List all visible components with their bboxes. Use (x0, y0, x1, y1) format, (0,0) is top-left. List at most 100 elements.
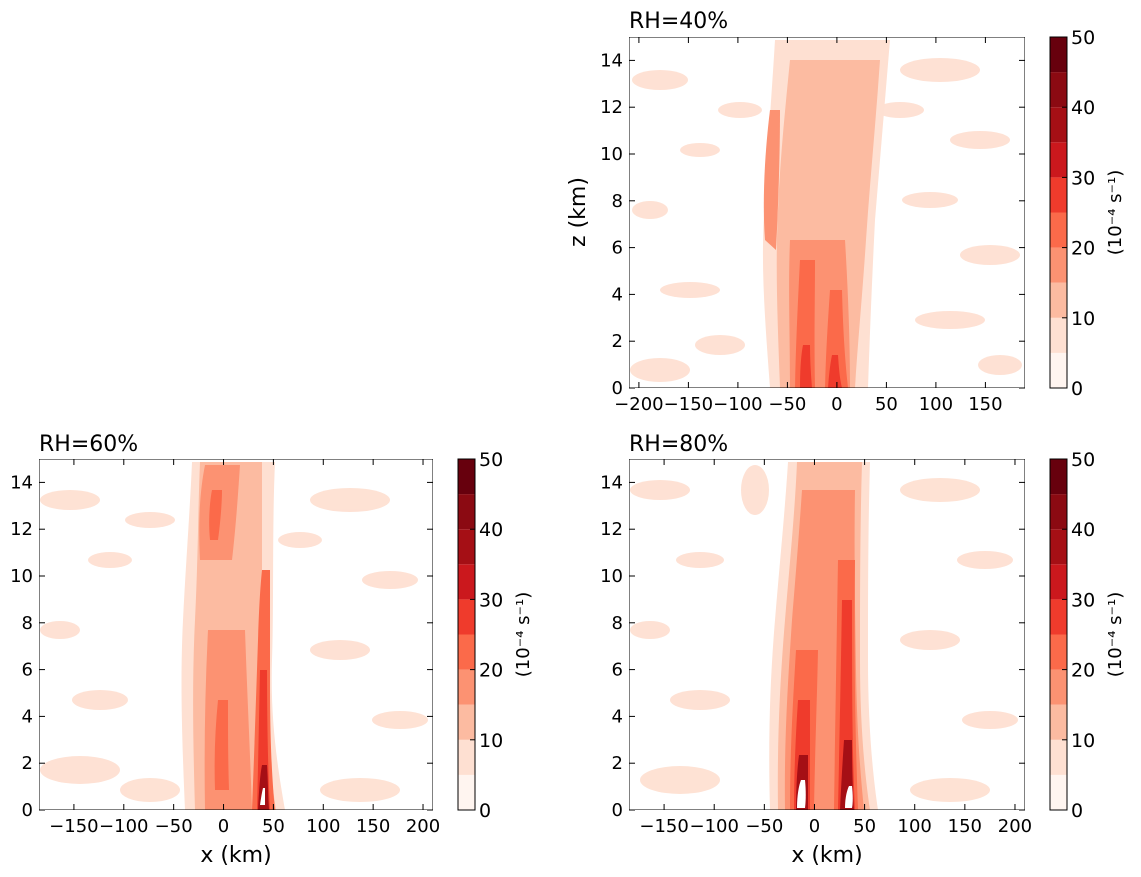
colorbar-tick-label: 40 (479, 519, 503, 541)
colorbar-tick-label: 20 (1071, 238, 1095, 260)
x-tick-label: 100 (919, 394, 953, 415)
y-tick-label: 0 (612, 800, 623, 821)
x-tick-label: 0 (218, 816, 229, 837)
x-tick-label: 0 (809, 816, 820, 837)
colorbar-band (1050, 37, 1067, 73)
y-tick-label: 2 (22, 753, 33, 774)
y-tick-label: 10 (10, 566, 33, 587)
colorbar-tick-label: 0 (1071, 378, 1083, 400)
y-tick-label: 8 (612, 191, 623, 212)
colorbar-tick-label: 10 (479, 730, 503, 752)
colorbar-band (458, 564, 475, 600)
y-tick-label: 12 (600, 519, 623, 540)
colorbar-band (458, 739, 475, 775)
y-tick-label: 6 (612, 660, 623, 681)
colorbar-label: (10⁻⁴ s⁻¹) (1105, 592, 1126, 677)
yticks-rh40: 0 2 4 6 8 10 12 14 (600, 50, 1025, 399)
x-tick-label: 150 (356, 816, 390, 837)
y-tick-label: 4 (22, 706, 33, 727)
colorbar-band (1050, 282, 1067, 318)
y-tick-label: 10 (600, 144, 623, 165)
y-tick-label: 0 (612, 378, 623, 399)
yticks-rh60: 0 2 4 6 8 10 12 14 (10, 472, 433, 821)
colorbar-tick-label: 50 (1071, 449, 1095, 471)
colorbar-band (1050, 352, 1067, 388)
colorbar-band (1050, 704, 1067, 740)
colorbar-tick-label: 50 (1071, 27, 1095, 49)
colorbar-band (458, 634, 475, 670)
colorbar-band (458, 529, 475, 565)
panel-rh60: RH=60% x (km) −150 −100 −50 0 50 100 150 200 0 2… (10, 432, 440, 868)
colorbar-band (1050, 739, 1067, 775)
x-tick-label: −150 (664, 394, 713, 415)
y-tick-label: 2 (612, 753, 623, 774)
colorbar-tick-label: 30 (1071, 589, 1095, 611)
colorbar-band (458, 669, 475, 705)
title-rh80: RH=80% (629, 432, 728, 457)
x-tick-label: 200 (998, 816, 1032, 837)
colorbar-band (1050, 72, 1067, 108)
x-tick-label: 50 (853, 816, 876, 837)
colorbar-band (1050, 212, 1067, 248)
colorbar-frame (1049, 458, 1068, 811)
title-rh60: RH=60% (39, 432, 138, 457)
y-tick-label: 12 (10, 519, 33, 540)
x-tick-label: 100 (898, 816, 932, 837)
colorbar-band (1050, 669, 1067, 705)
xticks-rh60: −150 −100 −50 0 50 100 150 200 (49, 459, 440, 837)
colorbar-band (1050, 599, 1067, 635)
colorbar-band (1050, 317, 1067, 353)
x-tick-label: −100 (689, 816, 738, 837)
colorbar-tick-label: 40 (1071, 97, 1095, 119)
colorbar-frame (457, 458, 476, 811)
colorbar-band (1050, 494, 1067, 530)
y-tick-label: 6 (22, 660, 33, 681)
yticks-rh80: 0 2 4 6 8 10 12 14 (600, 472, 1025, 821)
colorbar-tick-label: 30 (479, 589, 503, 611)
colorbar-tick-label: 10 (1071, 730, 1095, 752)
x-tick-label: 0 (831, 394, 842, 415)
colorbar-rh60: 0 10 20 30 40 50 (10⁻⁴ s⁻¹) (457, 449, 534, 822)
colorbar-band (1050, 107, 1067, 143)
colorbar-tick-label: 40 (1071, 519, 1095, 541)
colorbar-band (458, 599, 475, 635)
colorbar-band (1050, 529, 1067, 565)
x-tick-label: 100 (306, 816, 340, 837)
x-tick-label: −100 (713, 394, 762, 415)
colorbar-band (1050, 634, 1067, 670)
colorbar-band (458, 704, 475, 740)
colorbar-band (1050, 564, 1067, 600)
xlabel-rh80: x (km) (791, 843, 862, 868)
colorbar-tick-label: 0 (479, 800, 491, 822)
colorbar-band (1050, 142, 1067, 178)
y-tick-label: 8 (612, 613, 623, 634)
xticks-rh40: −200 −150 −100 −50 0 50 100 150 (614, 37, 1003, 415)
plot-area-rh80 (629, 459, 1025, 810)
ylabel-rh40: z (km) (566, 177, 591, 247)
x-tick-label: −50 (768, 394, 806, 415)
colorbar-frame (1049, 36, 1068, 389)
colorbar-rh80: 0 10 20 30 40 50 (10⁻⁴ s⁻¹) (1049, 449, 1126, 822)
colorbar-label: (10⁻⁴ s⁻¹) (513, 592, 534, 677)
x-tick-label: 200 (406, 816, 440, 837)
x-tick-label: −200 (614, 394, 663, 415)
x-tick-label: 50 (262, 816, 285, 837)
panel-rh80: RH=80% x (km) −150 −100 −50 0 50 100 150 200 0 2… (600, 432, 1032, 868)
xticks-rh80: −150 −100 −50 0 50 100 150 200 (639, 459, 1032, 837)
colorbar-band (1050, 459, 1067, 495)
colorbar-tick-label: 30 (1071, 167, 1095, 189)
title-rh40: RH=40% (629, 9, 728, 34)
x-tick-label: −150 (639, 816, 688, 837)
y-tick-label: 12 (600, 97, 623, 118)
colorbar-label: (10⁻⁴ s⁻¹) (1105, 170, 1126, 255)
y-tick-label: 14 (600, 472, 623, 493)
plot-area-rh40 (629, 37, 1025, 388)
y-tick-label: 4 (612, 284, 623, 305)
plot-area-rh60 (39, 459, 433, 810)
x-tick-label: −50 (745, 816, 783, 837)
colorbar-tick-label: 20 (479, 660, 503, 682)
colorbar-band (1050, 774, 1067, 810)
y-tick-label: 8 (22, 613, 33, 634)
colorbar-tick-label: 50 (479, 449, 503, 471)
